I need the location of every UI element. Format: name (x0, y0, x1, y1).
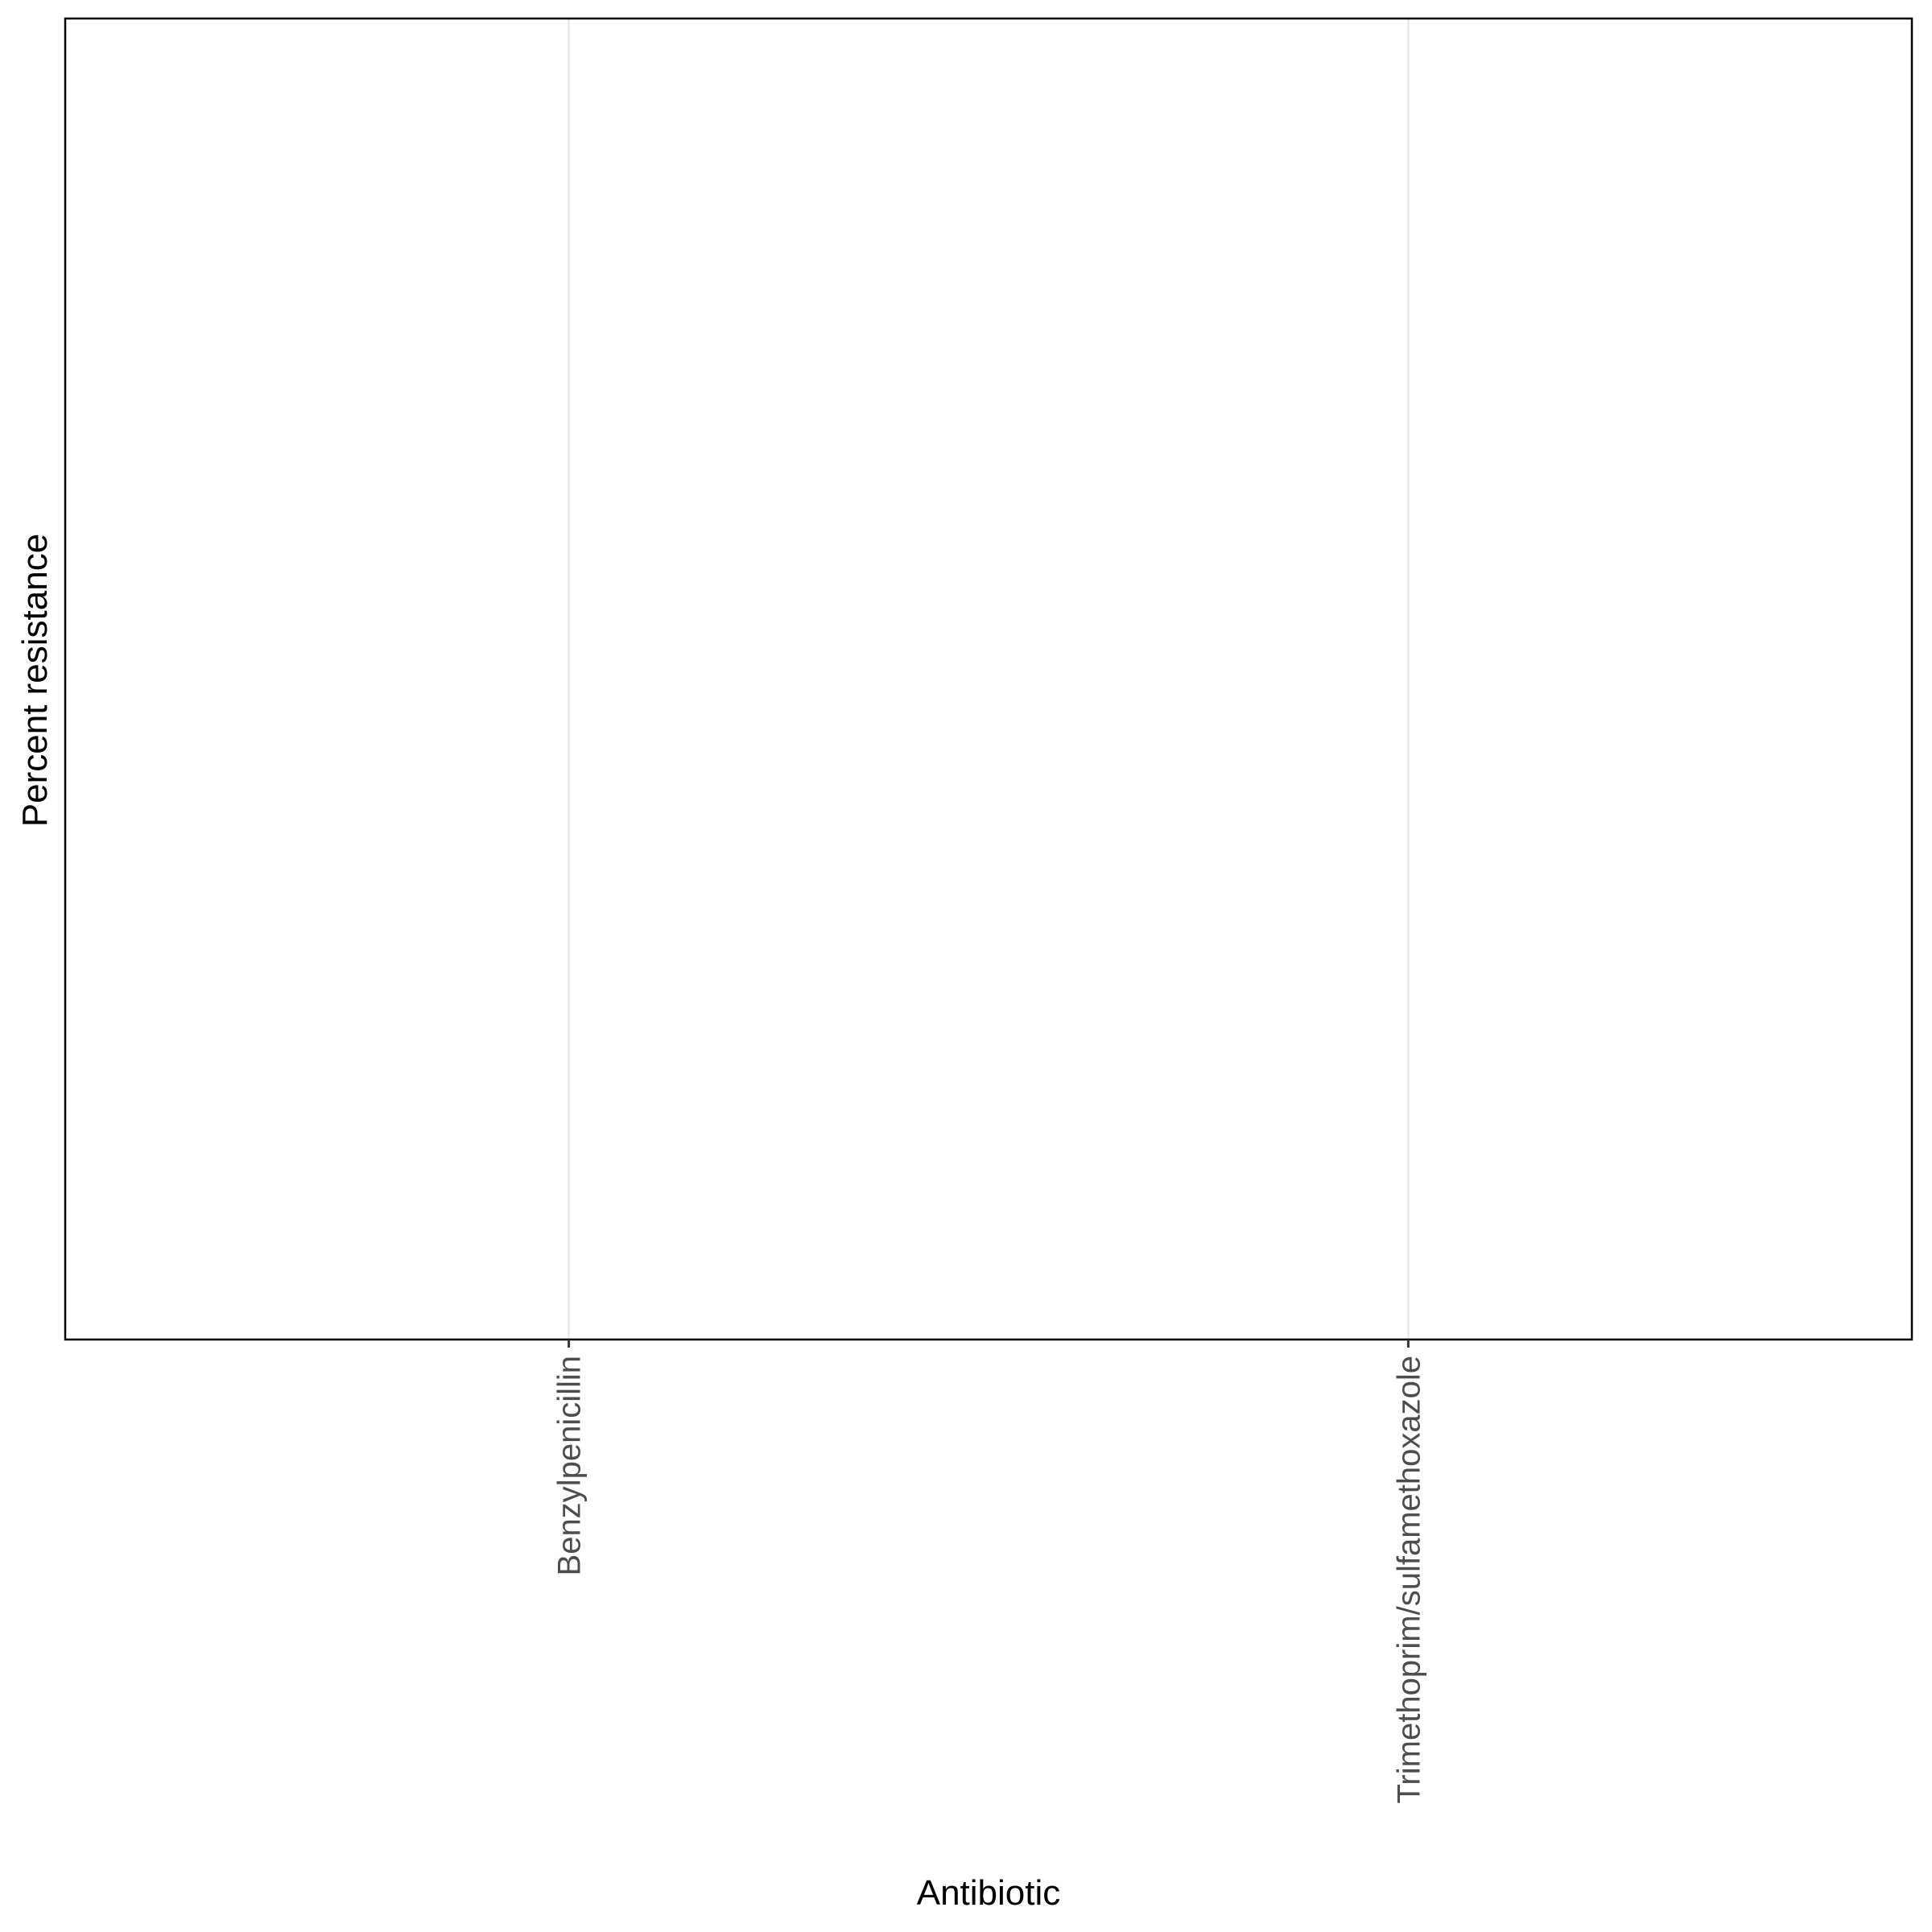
x-tick-label: Trimethoprim/sulfamethoxazole (1391, 1356, 1426, 1804)
x-tick-label: Benzylpenicillin (552, 1356, 588, 1575)
panel-background (65, 19, 1912, 1340)
y-axis-title: Percent resistance (15, 534, 55, 827)
panel-border (64, 17, 1913, 1341)
x-axis-title: Antibiotic (917, 1873, 1061, 1913)
x-axis: Benzylpenicillin Trimethoprim/sulfamethox… (552, 1340, 1426, 1804)
grid (568, 19, 1410, 1340)
